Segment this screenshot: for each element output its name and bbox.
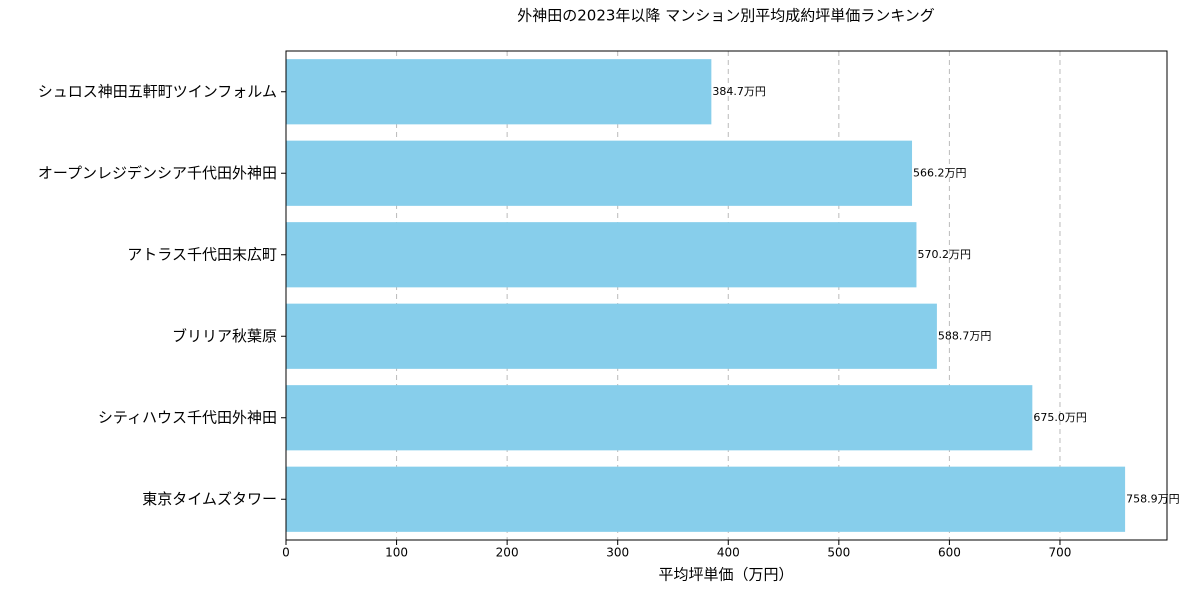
x-tick-label: 600 (938, 546, 961, 560)
bar (286, 385, 1033, 451)
x-tick-label: 400 (717, 546, 740, 560)
bar (286, 466, 1126, 532)
value-label: 570.2万円 (917, 248, 971, 261)
value-label: 588.7万円 (938, 329, 992, 342)
value-label: 758.9万円 (1126, 492, 1180, 505)
x-tick-label: 200 (496, 546, 519, 560)
x-tick-label: 300 (606, 546, 629, 560)
y-tick-label: ブリリア秋葉原 (172, 327, 277, 345)
value-label: 384.7万円 (712, 85, 766, 98)
y-tick-label: シュロス神田五軒町ツインフォルム (38, 82, 277, 100)
x-tick-label: 0 (282, 546, 290, 560)
y-tick-label: 東京タイムズタワー (142, 490, 277, 508)
bar (286, 303, 937, 369)
x-tick-label: 700 (1049, 546, 1072, 560)
y-tick-label: オープンレジデンシア千代田外神田 (38, 164, 277, 182)
plot-frame (285, 50, 1168, 541)
value-label: 675.0万円 (1033, 411, 1087, 424)
y-tick-label: シティハウス千代田外神田 (98, 408, 277, 426)
bar (286, 222, 917, 288)
y-tick-label: アトラス千代田末広町 (127, 245, 277, 263)
bar (286, 59, 712, 125)
bar (286, 140, 913, 206)
value-label: 566.2万円 (913, 166, 967, 179)
x-axis-label: 平均坪単価（万円） (658, 566, 793, 584)
x-tick-label: 500 (827, 546, 850, 560)
x-tick-label: 100 (385, 546, 408, 560)
chart-title: 外神田の2023年以降 マンション別平均成約坪単価ランキング (517, 7, 935, 25)
